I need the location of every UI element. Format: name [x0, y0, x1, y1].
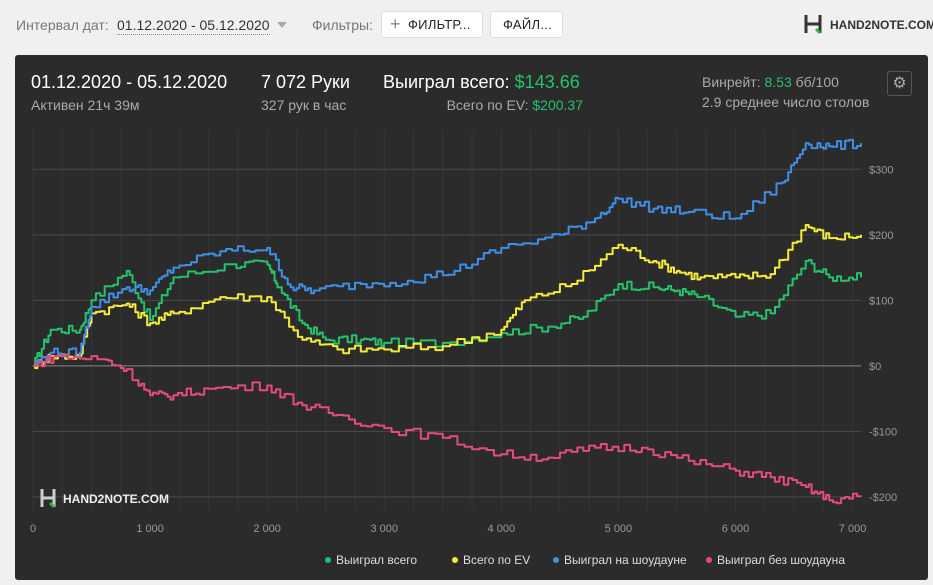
- legend-label: Всего по EV: [463, 553, 530, 567]
- winrate-unit: бб/100: [795, 74, 839, 90]
- winrate: Винрейт: 8.53 бб/100: [702, 74, 839, 90]
- y-tick-label: $100: [869, 295, 893, 307]
- x-tick-label: 6 000: [722, 523, 750, 535]
- legend-label: Выиграл всего: [336, 553, 417, 567]
- ev-total-value: $200.37: [532, 97, 583, 113]
- hands-count: 7 072 Руки: [261, 72, 350, 92]
- y-tick-label: -$200: [869, 492, 897, 504]
- active-time: Активен 21ч 39м: [31, 97, 140, 113]
- date-range-select[interactable]: 01.12.2020 - 05.12.2020: [117, 17, 270, 35]
- profit-chart: $300 $200 $100 $0 -$100 -$200 0 1 000 2 000 3 00…: [30, 130, 897, 567]
- series-line: [33, 224, 862, 370]
- series-line: [33, 353, 862, 505]
- ev-total-label: Всего по EV:: [446, 97, 529, 113]
- won-total-value: $143.66: [514, 72, 580, 92]
- x-tick-label: 3 000: [370, 523, 398, 535]
- legend-marker: [452, 557, 458, 563]
- y-axis: $300 $200 $100 $0 -$100 -$200: [869, 164, 897, 504]
- watermark: HAND2NOTE.COM: [40, 489, 169, 509]
- filter-button-label: ФИЛЬТР...: [408, 17, 471, 32]
- series-line: [33, 138, 862, 367]
- ev-total: Всего по EV: $200.37: [447, 97, 583, 113]
- logo-icon: [804, 15, 822, 35]
- top-bar: Интервал дат: 01.12.2020 - 05.12.2020 Фи…: [0, 0, 933, 50]
- x-tick-label: 2 000: [253, 523, 281, 535]
- gear-icon: ⚙: [892, 75, 907, 92]
- chart-grid: [32, 130, 861, 510]
- y-tick-label: $200: [869, 230, 893, 242]
- hands-per-hour: 327 рук в час: [261, 97, 347, 113]
- files-button-label: ФАЙЛ...: [503, 17, 553, 32]
- graph-panel: 01.12.2020 - 05.12.2020 Активен 21ч 39м …: [15, 55, 928, 580]
- chart-legend: Выиграл всего Всего по EV Выиграл на шоуда…: [325, 553, 845, 567]
- winrate-value: 8.53: [764, 74, 792, 90]
- x-tick-label: 1 000: [136, 523, 164, 535]
- x-tick-label: 5 000: [605, 523, 633, 535]
- date-interval-label: Интервал дат:: [16, 17, 109, 33]
- settings-button[interactable]: ⚙: [887, 71, 912, 96]
- avg-tables: 2.9 среднее число столов: [702, 94, 870, 110]
- date-range-title: 01.12.2020 - 05.12.2020: [31, 72, 228, 92]
- watermark-logo-accent: [48, 501, 56, 509]
- watermark-text: HAND2NOTE.COM: [63, 492, 169, 506]
- legend-marker: [706, 557, 712, 563]
- y-tick-label: $300: [869, 164, 893, 176]
- y-tick-label: $0: [869, 361, 881, 373]
- legend-label: Выиграл без шоудауна: [717, 553, 845, 567]
- watermark-logo-icon: [40, 489, 56, 507]
- legend-marker: [325, 557, 331, 563]
- x-tick-label: 4 000: [488, 523, 516, 535]
- x-axis: 0 1 000 2 000 3 000 4 000 5 000 6 000 7 000: [30, 523, 866, 535]
- x-tick-label: 0: [30, 523, 36, 535]
- plus-icon: +: [390, 14, 401, 34]
- filter-button[interactable]: + ФИЛЬТР...: [381, 11, 483, 38]
- files-button[interactable]: ФАЙЛ...: [490, 11, 563, 38]
- won-total-label: Выиграл всего:: [383, 72, 510, 92]
- x-tick-label: 7 000: [839, 523, 867, 535]
- chevron-down-icon[interactable]: [277, 22, 287, 28]
- winrate-label: Винрейт:: [702, 74, 761, 90]
- legend-marker: [553, 557, 559, 563]
- logo-text: HAND2NOTE.COM: [830, 18, 933, 32]
- won-total: Выиграл всего: $143.66: [383, 72, 580, 93]
- chart-series: [33, 138, 862, 505]
- filters-label: Фильтры:: [312, 17, 373, 33]
- y-tick-label: -$100: [869, 426, 897, 438]
- legend-label: Выиграл на шоудауне: [564, 553, 687, 567]
